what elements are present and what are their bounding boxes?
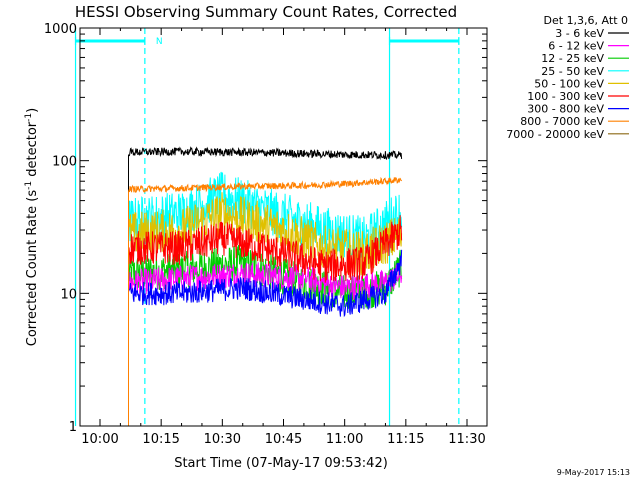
plot-area: N bbox=[74, 28, 460, 426]
x-tick-label: 11:30 bbox=[448, 432, 485, 447]
legend-entry-label: 100 - 300 keV bbox=[527, 90, 604, 103]
y-tick-label: 100 bbox=[52, 155, 77, 170]
series-line bbox=[128, 171, 403, 426]
series-line bbox=[128, 192, 403, 426]
y-tick-label: 1000 bbox=[44, 22, 77, 37]
series-line bbox=[128, 146, 403, 426]
x-tick-label: 10:45 bbox=[265, 432, 302, 447]
legend-entry-label: 50 - 100 keV bbox=[534, 77, 604, 90]
legend-entry-label: 800 - 7000 keV bbox=[520, 115, 604, 128]
legend-entry-label: 12 - 25 keV bbox=[541, 52, 604, 65]
chart-title: HESSI Observing Summary Count Rates, Cor… bbox=[75, 3, 457, 21]
legend-title: Det 1,3,6, Att 0 bbox=[544, 14, 628, 27]
legend-entry-label: 6 - 12 keV bbox=[548, 40, 604, 53]
y-axis-label: Corrected Count Rate (s-1 detector-1) bbox=[24, 108, 40, 346]
x-tick-label: 11:15 bbox=[387, 432, 424, 447]
y-tick-label: 10 bbox=[60, 287, 77, 302]
series-line bbox=[128, 176, 403, 426]
legend-entry-label: 300 - 800 keV bbox=[527, 103, 604, 116]
series-line bbox=[128, 215, 403, 426]
x-tick-label: 10:00 bbox=[81, 432, 118, 447]
saa-flag-label: N bbox=[156, 37, 163, 47]
x-axis-label: Start Time (07-May-17 09:53:42) bbox=[174, 456, 388, 471]
series-line bbox=[128, 249, 403, 426]
x-tick-label: 10:30 bbox=[204, 432, 241, 447]
legend-entry-label: 3 - 6 keV bbox=[555, 27, 604, 40]
axes: 10:00 10:15 10:30 10:45 11:00 11:15 11:30 1 10 10… bbox=[44, 22, 487, 447]
x-tick-label: 10:15 bbox=[142, 432, 179, 447]
legend-entry-label: 7000 - 20000 keV bbox=[506, 128, 604, 141]
x-tick-label: 11:00 bbox=[326, 432, 363, 447]
legend-entry-label: 25 - 50 keV bbox=[541, 65, 604, 78]
date-stamp: 9-May-2017 15:13 bbox=[557, 468, 630, 477]
y-tick-label: 1 bbox=[69, 420, 77, 435]
